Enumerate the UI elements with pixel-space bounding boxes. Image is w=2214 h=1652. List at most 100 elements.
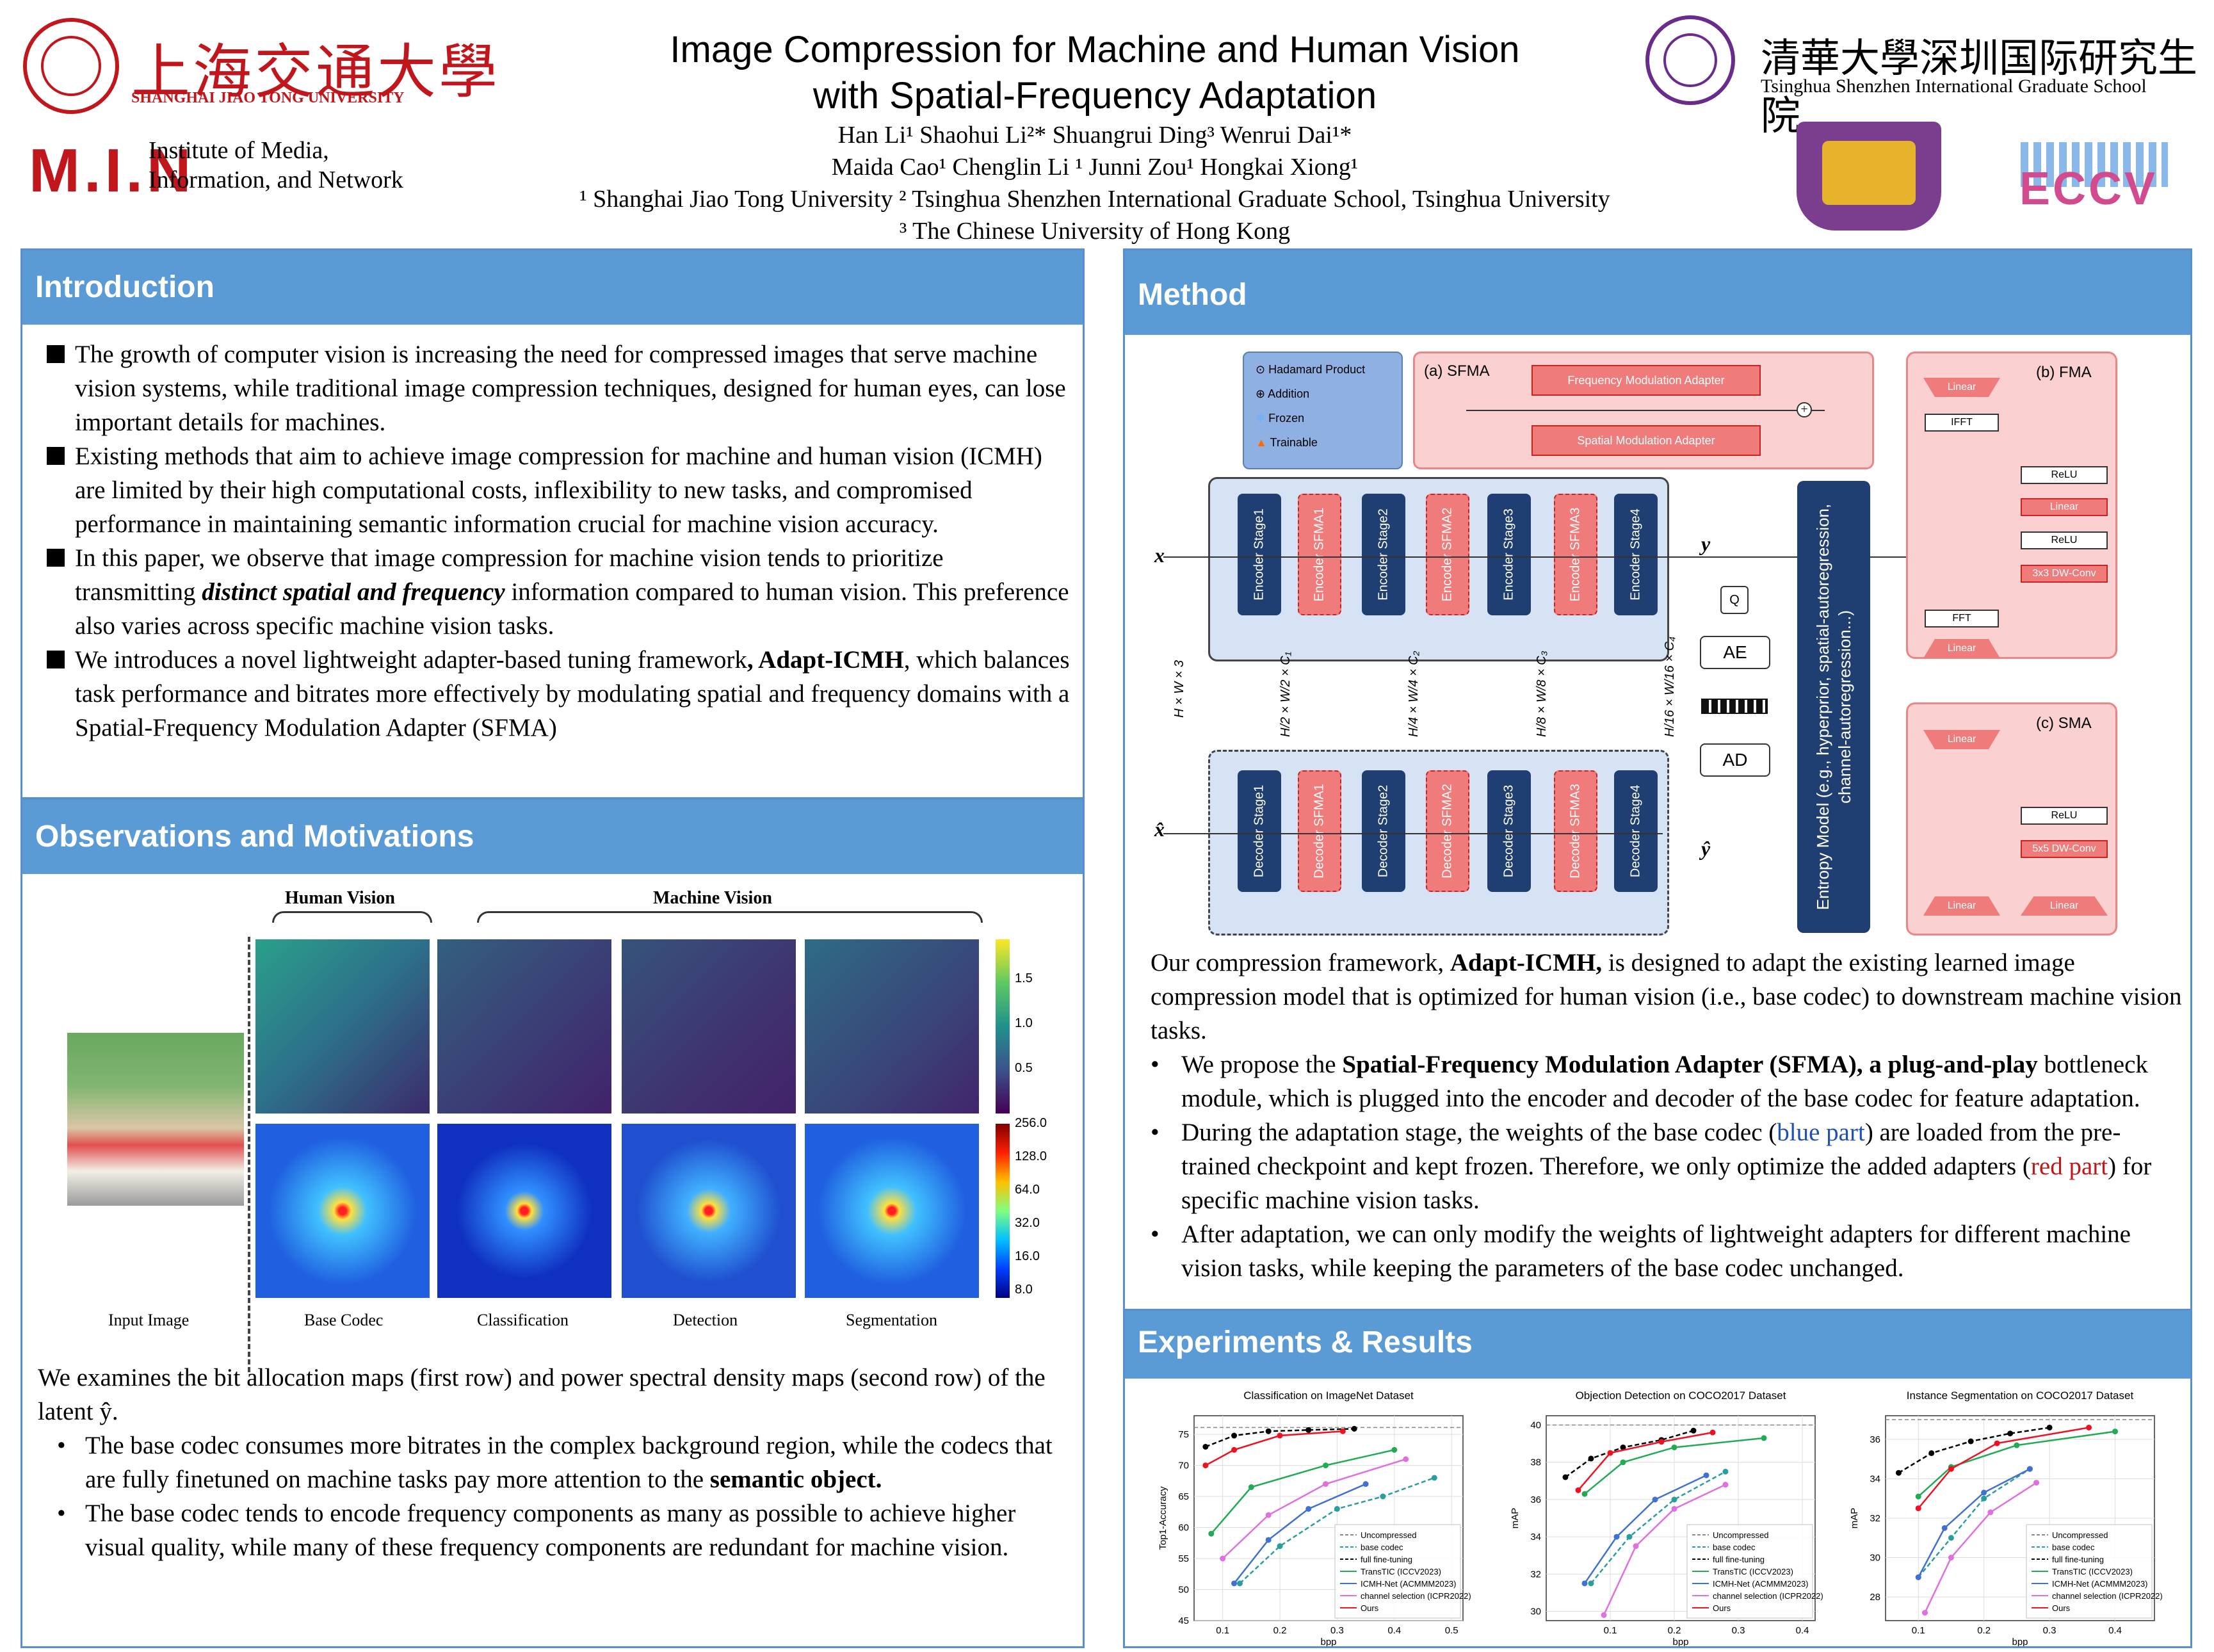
method-bullet: • We propose the Spatial-Frequency Modula… [1151, 1051, 2148, 1112]
data-point [1202, 1443, 1209, 1450]
colorbar-tick: 64.0 [1015, 1183, 1040, 1197]
series-line [1233, 1483, 1366, 1584]
column-label: Segmentation [846, 1311, 937, 1329]
data-point [1652, 1496, 1658, 1503]
y-tick-label: 38 [1530, 1457, 1541, 1468]
cuhk-crest [1797, 122, 1941, 231]
entropy-model-box: Entropy Model (e.g., hyperprior, spatial… [1797, 481, 1870, 933]
column-label: Base Codec [304, 1311, 384, 1329]
data-point [1981, 1495, 1987, 1502]
chart-title: Classification on ImageNet Dataset [1243, 1389, 1414, 1402]
observation-paragraph: We examines the bit allocation maps (fir… [38, 1364, 1046, 1425]
dimension-label: H/4 × W/4 × C₂ [1407, 651, 1421, 737]
observation-bullet: • The base codec tends to encode frequenc… [57, 1500, 1016, 1561]
intro-bullet: In this paper, we observe that image com… [34, 541, 1070, 643]
sma-adapter-box: Spatial Modulation Adapter [1531, 425, 1761, 456]
fma-box: (b) FMA Linear IFFT ReLU Linear ReLU 3x3… [1906, 352, 2117, 659]
data-point [1208, 1530, 1215, 1537]
method-panel: Method ⊙ Hadamard Product ⊕ Addition ❄ F… [1123, 248, 2192, 1311]
tsinghua-seal [1645, 15, 1735, 105]
data-point [1915, 1493, 1921, 1500]
column-label: Input Image [108, 1311, 190, 1329]
data-point [1588, 1455, 1594, 1462]
dimension-label: H × W × 3 [1172, 660, 1186, 718]
column-label: Detection [673, 1311, 738, 1329]
x-axis-label: bpp [2012, 1637, 2028, 1646]
colorbar-tick: 256.0 [1015, 1116, 1047, 1130]
x-tick-label: 0.4 [2108, 1625, 2122, 1636]
series-line [1205, 1430, 1343, 1466]
encoder-stage-2: Encoder Stage2 [1362, 494, 1405, 615]
data-point [1948, 1555, 1954, 1561]
x-tick-label: 0.1 [1604, 1625, 1617, 1636]
poster-title: Image Compression for Machine and Human … [670, 29, 1520, 117]
data-point [1626, 1534, 1633, 1540]
data-point [1265, 1537, 1272, 1543]
y-tick-label: 32 [1530, 1569, 1541, 1580]
legend-entry: base codec [1713, 1543, 1756, 1552]
legend-entry: TransTIC (ICCV2023) [1713, 1567, 1793, 1576]
decoder-stage-1: Decoder Stage1 [1238, 770, 1281, 892]
bit-map-base-codec [255, 939, 430, 1113]
data-point [1277, 1432, 1283, 1439]
sjtu-logo [23, 18, 119, 114]
data-point [1323, 1462, 1329, 1469]
intro-bullet: Existing methods that aim to achieve ima… [34, 439, 1070, 541]
y-tick-label: 36 [1530, 1494, 1541, 1505]
authors-block: Han Li¹ Shaohui Li²* Shuangrui Ding³ Wen… [579, 122, 1610, 245]
data-point [1380, 1493, 1386, 1500]
bit-map-segmentation [805, 939, 979, 1113]
latent-y-label: y [1701, 532, 1711, 555]
introduction-heading: Introduction [22, 250, 1083, 325]
x-tick-label: 0.2 [1977, 1625, 1991, 1636]
data-point [1575, 1487, 1581, 1493]
x-tick-label: 0.3 [1732, 1625, 1745, 1636]
colorbar-tick: 1.5 [1015, 971, 1033, 985]
data-point [1761, 1435, 1767, 1441]
y-axis-label: mAP [1849, 1508, 1860, 1529]
data-point [1248, 1484, 1254, 1491]
quantizer-box: Q [1720, 586, 1749, 614]
data-point [1305, 1505, 1312, 1512]
x-axis-label: bpp [1672, 1637, 1688, 1646]
y-axis-label: Top1-Accuracy [1158, 1486, 1168, 1550]
data-point [1690, 1427, 1697, 1434]
legend-entry: Uncompressed [1361, 1530, 1416, 1540]
y-axis-label: mAP [1510, 1508, 1521, 1529]
decoder-sfma-1: Decoder SFMA1 [1298, 770, 1341, 892]
encoder-sfma-3: Encoder SFMA3 [1554, 494, 1597, 615]
legend-entry: Ours [1361, 1603, 1379, 1613]
data-point [1709, 1429, 1716, 1436]
data-point [1581, 1580, 1588, 1587]
encoder-stage-4: Encoder Stage4 [1614, 494, 1658, 615]
legend-entry: TransTIC (ICCV2023) [2052, 1567, 2133, 1576]
data-point [1220, 1555, 1226, 1562]
data-point [1305, 1427, 1312, 1433]
legend-entry: ICMH-Net (ACMMM2023) [2052, 1579, 2148, 1589]
data-point [1231, 1432, 1238, 1439]
method-diagram: ⊙ Hadamard Product ⊕ Addition ❄ Frozen ▲… [1125, 340, 2190, 987]
data-point [1351, 1425, 1357, 1432]
tsinghua-english-name: Tsinghua Shenzhen International Graduate… [1761, 76, 2147, 97]
legend-entry: channel selection (ICPR2022) [1361, 1591, 1471, 1601]
dimension-label: H/16 × W/16 × C₄ [1663, 636, 1677, 737]
data-point [1921, 1610, 1928, 1616]
machine-vision-label: Machine Vision [653, 888, 772, 908]
encoder-stage-3: Encoder Stage3 [1487, 494, 1531, 615]
series-line [1583, 1474, 1707, 1584]
legend-entry: base codec [1361, 1543, 1403, 1552]
series-line [1924, 1482, 2037, 1614]
legend-entry: base codec [2052, 1543, 2095, 1552]
data-point [1202, 1462, 1209, 1469]
data-point [1895, 1470, 1902, 1476]
results-panel: Experiments & Results Classification on … [1123, 1309, 2192, 1648]
colorbar-tick: 8.0 [1015, 1283, 1033, 1297]
y-tick-label: 40 [1530, 1420, 1541, 1431]
data-point [1231, 1446, 1238, 1453]
colorbar-psd [996, 1124, 1010, 1298]
legend-entry: channel selection (ICPR2022) [1713, 1591, 1823, 1601]
introduction-panel: Introduction The growth of computer visi… [20, 248, 1085, 799]
dimension-label: H/8 × W/8 × C₃ [1535, 651, 1549, 737]
arithmetic-encoder-box: AE [1700, 636, 1770, 669]
data-point [1915, 1574, 1921, 1580]
